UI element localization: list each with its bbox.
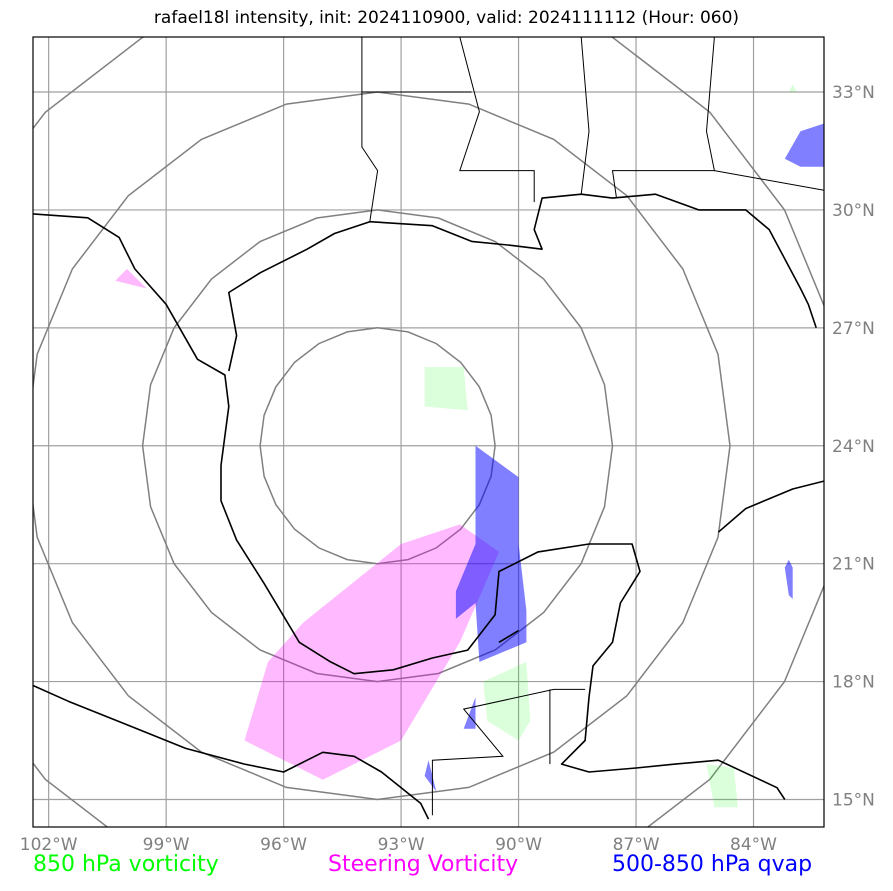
border-line xyxy=(361,37,379,222)
field-polygons xyxy=(115,84,824,808)
vorticity-850-area xyxy=(483,661,531,741)
legend-850-vorticity: 850 hPa vorticity xyxy=(33,852,219,877)
axis-ticks: 102°W 99°W 96°W 93°W 90°W 87°W 84°W 33°N 30°N 27°… xyxy=(20,83,875,855)
lon-tick-label: 90°W xyxy=(495,835,542,855)
lon-tick-label: 102°W xyxy=(20,835,78,855)
border-line xyxy=(580,37,590,195)
lon-tick-label: 87°W xyxy=(613,835,660,855)
border-line xyxy=(459,37,535,203)
qvap-area xyxy=(424,760,437,792)
lat-tick-label: 30°N xyxy=(832,201,875,221)
lon-tick-label: 96°W xyxy=(260,835,307,855)
coastline xyxy=(33,684,430,820)
qvap-area xyxy=(455,445,527,662)
political-borders xyxy=(361,37,824,816)
lat-tick-label: 18°N xyxy=(832,673,875,693)
lon-tick-label: 93°W xyxy=(378,835,425,855)
vorticity-850-area xyxy=(424,367,468,411)
range-ring xyxy=(259,327,496,565)
lat-tick-label: 33°N xyxy=(832,83,875,103)
qvap-area xyxy=(463,697,476,729)
map-title: rafael18l intensity, init: 2024110900, v… xyxy=(153,8,740,28)
plot-frame xyxy=(32,36,825,828)
border-line xyxy=(714,170,824,191)
lon-tick-label: 99°W xyxy=(143,835,190,855)
vorticity-850-area xyxy=(788,84,797,92)
coastlines xyxy=(33,193,824,820)
qvap-area xyxy=(784,123,824,167)
steering-vorticity-area xyxy=(244,524,499,780)
lon-tick-label: 84°W xyxy=(730,835,777,855)
vorticity-850-area xyxy=(706,764,738,808)
gridlines xyxy=(33,37,824,827)
border-line xyxy=(431,688,586,816)
steering-vorticity-area xyxy=(115,268,147,289)
plot-area xyxy=(33,37,824,827)
range-ring xyxy=(33,91,731,801)
lat-tick-label: 24°N xyxy=(832,437,875,457)
coastline xyxy=(228,193,817,372)
coastline xyxy=(498,629,520,643)
coastline xyxy=(717,480,824,533)
lat-tick-label: 21°N xyxy=(832,555,875,575)
legend-qvap: 500-850 hPa qvap xyxy=(612,852,813,877)
lat-tick-label: 15°N xyxy=(832,790,875,810)
legend-steering-vorticity: Steering Vorticity xyxy=(328,852,519,877)
qvap-area xyxy=(784,559,793,599)
coastline xyxy=(33,213,786,800)
lat-tick-label: 27°N xyxy=(832,319,875,339)
